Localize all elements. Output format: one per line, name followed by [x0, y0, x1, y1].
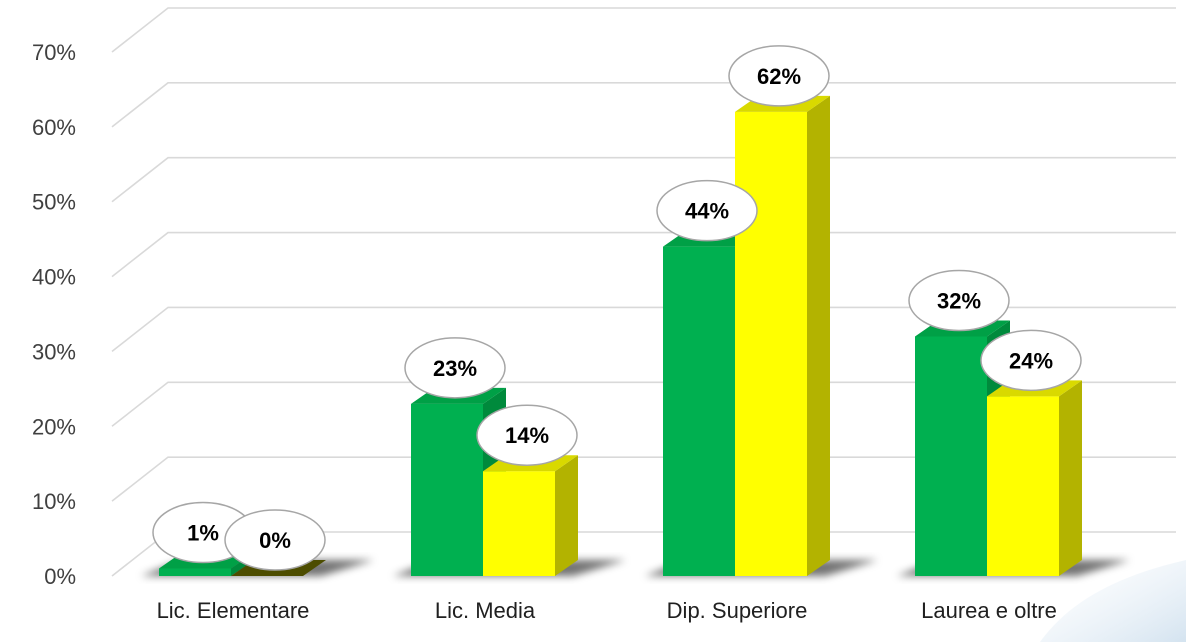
y-tick-label: 0%	[44, 564, 76, 589]
bar-front-face	[411, 403, 483, 576]
data-label: 24%	[980, 329, 1082, 392]
y-axis-ticks: 0% 10% 20% 30% 40% 50% 60% 70%	[32, 40, 76, 589]
bar-side-face	[807, 95, 830, 576]
bar-front-face	[663, 246, 735, 576]
y-tick-label: 20%	[32, 414, 76, 439]
data-label-text: 32%	[937, 288, 981, 313]
y-tick-label: 30%	[32, 339, 76, 364]
data-label: 62%	[728, 45, 830, 107]
y-tick-label: 10%	[32, 489, 76, 514]
bars	[141, 95, 1130, 576]
data-label: 32%	[908, 269, 1010, 332]
data-label-text: 14%	[505, 423, 549, 448]
y-tick-label: 50%	[32, 190, 76, 215]
x-category-label: Lic. Media	[435, 598, 536, 623]
bar-side-face	[555, 455, 578, 576]
data-label-bubble	[656, 179, 758, 242]
x-category-label: Dip. Superiore	[667, 598, 808, 623]
data-label: 23%	[404, 337, 506, 399]
data-label-text: 44%	[685, 199, 729, 224]
bar	[987, 380, 1082, 576]
gridline	[111, 381, 1176, 427]
data-label-bubble	[728, 45, 830, 107]
data-label-bubble	[980, 329, 1082, 392]
gridlines	[111, 7, 1176, 577]
gridline	[111, 456, 1176, 502]
gridline	[111, 306, 1176, 353]
gridline	[111, 82, 1176, 128]
y-tick-label: 70%	[32, 40, 76, 65]
data-label: 0%	[224, 509, 326, 571]
data-label-text: 62%	[757, 64, 801, 89]
x-category-label: Lic. Elementare	[157, 598, 310, 623]
data-label-text: 24%	[1009, 348, 1053, 373]
data-labels: 1% 0% 23% 14% 44% 62% 32% 24%	[152, 45, 1082, 571]
x-category-label: Laurea e oltre	[921, 598, 1057, 623]
bar-front-face	[915, 336, 987, 576]
data-label-bubble	[224, 509, 326, 571]
y-tick-label: 60%	[32, 115, 76, 140]
gridline	[111, 7, 1176, 53]
bar-side-face	[1059, 380, 1082, 576]
bar-front-face	[159, 568, 231, 576]
bar	[735, 95, 830, 576]
gridline	[111, 156, 1176, 203]
data-label-bubble	[404, 337, 506, 399]
background-swoosh	[1040, 560, 1186, 642]
data-label: 14%	[476, 404, 578, 466]
gridline	[111, 231, 1176, 278]
data-label: 44%	[656, 179, 758, 242]
data-label-bubble	[908, 269, 1010, 332]
bar-front-face	[735, 111, 807, 576]
x-axis-categories: Lic. Elementare Lic. Media Dip. Superiore L…	[157, 598, 1057, 623]
bar	[483, 455, 578, 576]
data-label-bubble	[476, 404, 578, 466]
y-tick-label: 40%	[32, 265, 76, 290]
data-label-text: 1%	[187, 521, 219, 546]
bar-front-face	[483, 471, 555, 576]
bar-front-face	[987, 396, 1059, 576]
data-label-text: 23%	[433, 356, 477, 381]
data-label-text: 0%	[259, 528, 291, 553]
